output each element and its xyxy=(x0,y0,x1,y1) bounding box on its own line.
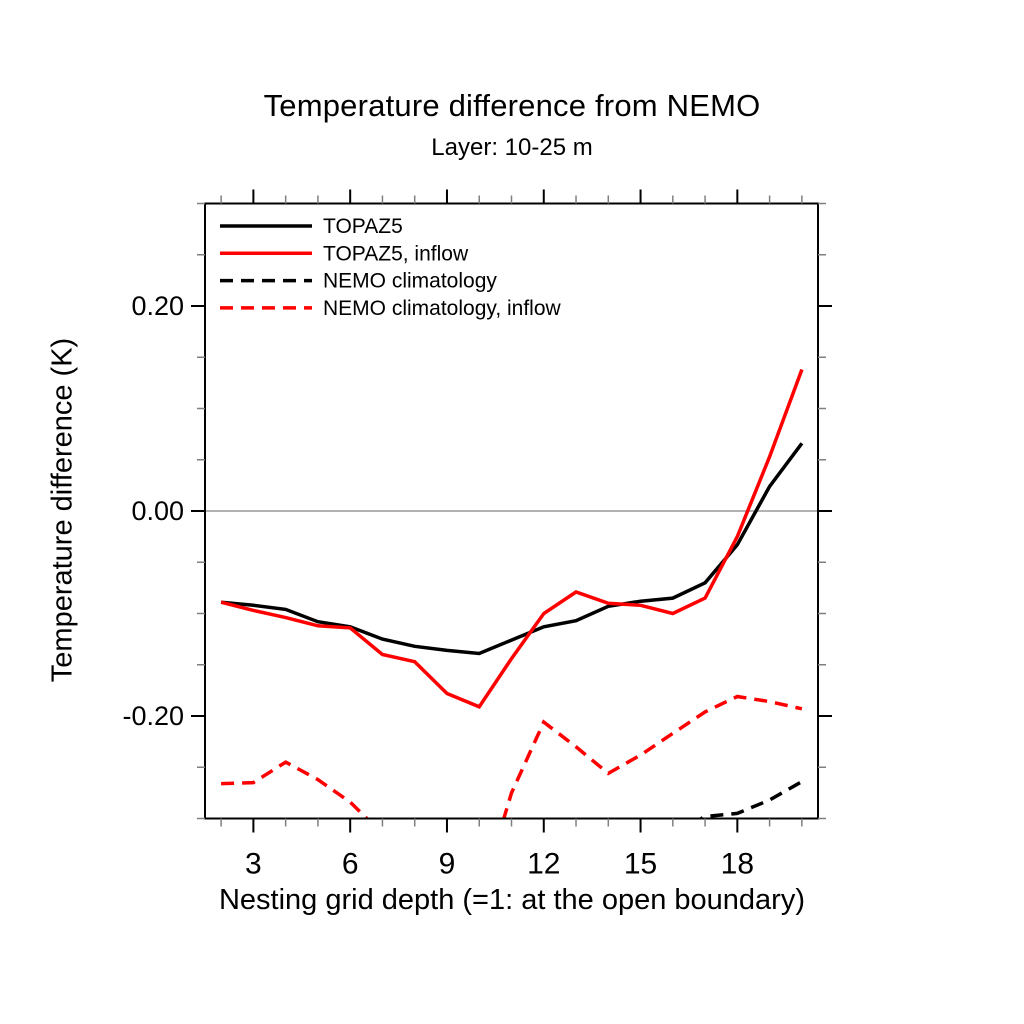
x-tick-label: 18 xyxy=(721,848,754,881)
x-tick-label: 6 xyxy=(342,848,359,881)
legend-label: NEMO climatology, inflow xyxy=(323,297,562,320)
series-group xyxy=(220,368,804,819)
series-line-topaz5 xyxy=(220,442,804,656)
y-tick-label: 0.20 xyxy=(131,291,184,321)
legend-item-nemo-climatology: NEMO climatology xyxy=(220,270,497,293)
legend-label: TOPAZ5, inflow xyxy=(323,242,469,265)
legend-item-topaz5: TOPAZ5 xyxy=(220,215,403,238)
legend-item-nemo-climatology-inflow: NEMO climatology, inflow xyxy=(220,297,562,320)
x-tick-label: 15 xyxy=(624,848,657,881)
legend-label: NEMO climatology xyxy=(323,270,497,293)
x-axis-title: Nesting grid depth (=1: at the open boun… xyxy=(218,884,806,916)
series-line-topaz5-inflow xyxy=(220,368,804,709)
legend: TOPAZ5 TOPAZ5, inflow NEMO climatology NEMO… xyxy=(220,215,562,320)
x-tick-label: 9 xyxy=(439,848,456,881)
legend-label: TOPAZ5 xyxy=(323,215,403,238)
x-tick-label: 12 xyxy=(527,848,560,881)
series-line-nemo-climatology xyxy=(697,780,803,819)
chart-subtitle: Layer: 10-25 m xyxy=(431,134,593,161)
chart-title: Temperature difference from NEMO xyxy=(263,88,761,123)
y-tick-label: -0.20 xyxy=(122,701,184,731)
y-axis: -0.20 0.00 0.20 xyxy=(122,202,832,820)
x-axis: 3 6 9 12 15 18 xyxy=(220,189,803,881)
y-tick-label: 0.00 xyxy=(131,496,184,526)
legend-item-topaz5-inflow: TOPAZ5, inflow xyxy=(220,242,469,265)
x-tick-label: 3 xyxy=(245,848,262,881)
series-line-nemo-climatology-inflow xyxy=(221,694,803,819)
